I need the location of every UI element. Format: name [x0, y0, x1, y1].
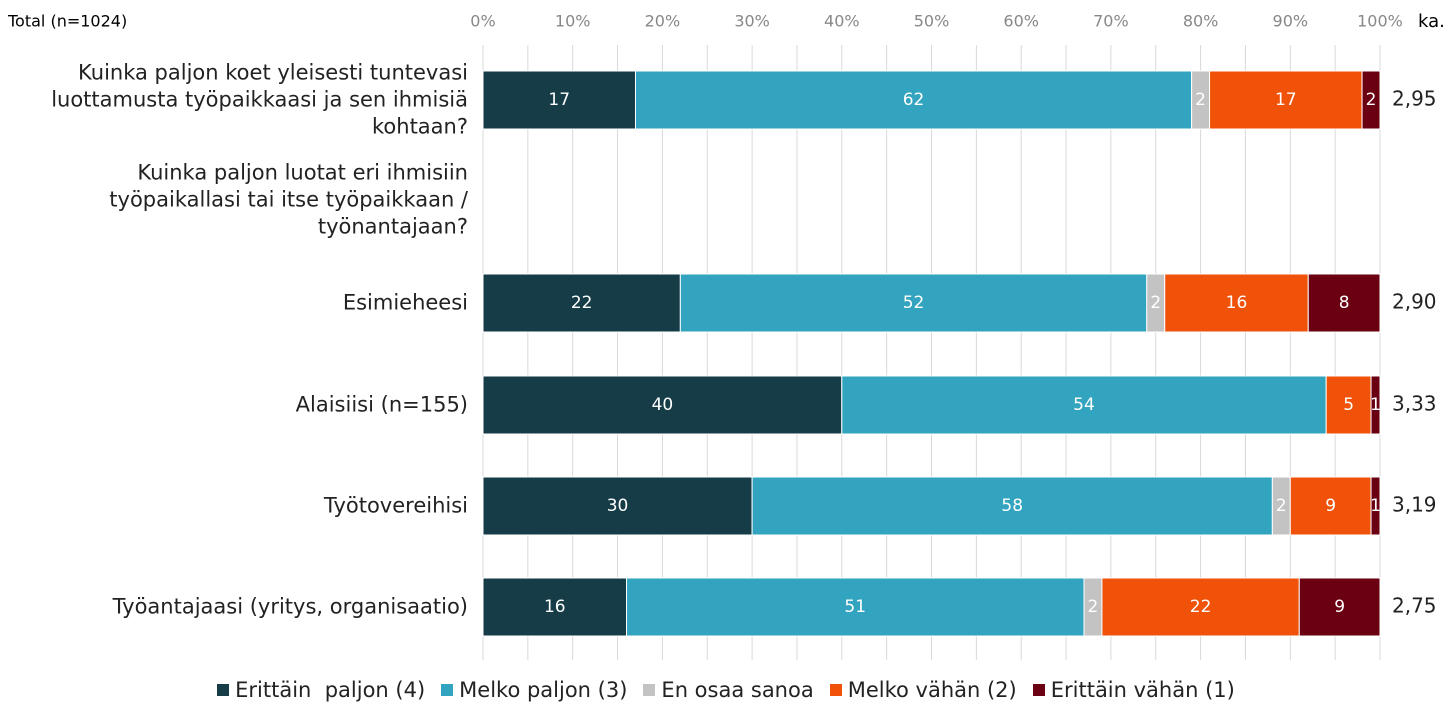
- data-label: 62: [903, 90, 925, 110]
- average-label: 3,19: [1392, 493, 1437, 517]
- bar-segment: [482, 70, 636, 130]
- data-label: 2: [1276, 496, 1287, 516]
- x-tick-label: 80%: [1183, 12, 1219, 31]
- data-label: 16: [544, 597, 566, 617]
- bar-segment: [1289, 476, 1372, 536]
- chart-title: Total (n=1024): [7, 12, 127, 31]
- x-tick-label: 40%: [824, 12, 860, 31]
- x-tick-label: 100%: [1357, 12, 1403, 31]
- data-label: 5: [1343, 395, 1354, 415]
- legend-label: Melko paljon (3): [459, 678, 628, 702]
- data-label: 58: [1001, 496, 1023, 516]
- legend-item: Melko paljon (3): [441, 678, 627, 702]
- bar-segment: [1370, 375, 1381, 435]
- bar-segment: [1101, 577, 1300, 637]
- bar-segment: [482, 375, 843, 435]
- category-label: Työtovereihisi: [323, 493, 468, 518]
- average-label: 2,90: [1392, 290, 1437, 314]
- average-label: 2,95: [1392, 87, 1437, 111]
- legend-label: En osaa sanoa: [661, 678, 814, 702]
- data-label: 22: [571, 293, 593, 313]
- category-label: Kuinka paljon koet yleisesti tuntevasi l…: [51, 60, 468, 139]
- average-label: 3,33: [1392, 392, 1437, 416]
- data-label: 2: [1195, 90, 1206, 110]
- data-label: 17: [548, 90, 570, 110]
- legend-swatch: [829, 684, 842, 696]
- data-label: 1: [1370, 395, 1381, 415]
- data-label: 9: [1325, 496, 1336, 516]
- legend-swatch: [217, 684, 230, 696]
- bar-segment: [841, 375, 1327, 435]
- data-label: 17: [1275, 90, 1297, 110]
- bar-segment: [1325, 375, 1372, 435]
- bar-segment: [1370, 476, 1381, 536]
- data-label: 52: [903, 293, 925, 313]
- average-label: 2,75: [1392, 594, 1437, 618]
- x-tick-label: 10%: [555, 12, 591, 31]
- legend-item: Melko vähän (2): [829, 678, 1017, 702]
- data-label: 8: [1339, 293, 1350, 313]
- data-label: 40: [652, 395, 674, 415]
- bar-segment: [751, 476, 1273, 536]
- legend-item: Erittäin vähän (1): [1032, 678, 1235, 702]
- average-header: ka.: [1418, 11, 1445, 32]
- bar-segment: [626, 577, 1085, 637]
- bar-segment: [1307, 273, 1381, 333]
- data-label: 16: [1226, 293, 1248, 313]
- x-tick-label: 30%: [734, 12, 770, 31]
- x-tick-label: 0%: [470, 12, 495, 31]
- data-label: 22: [1190, 597, 1212, 617]
- bar-segment: [634, 70, 1193, 130]
- category-label: Alaisiisi (n=155): [295, 392, 468, 417]
- data-label: 2: [1366, 90, 1377, 110]
- legend-label: Erittäin vähän (1): [1050, 678, 1235, 702]
- legend-label: Melko vähän (2): [847, 678, 1017, 702]
- data-label: 2: [1088, 597, 1099, 617]
- x-tick-label: 90%: [1273, 12, 1309, 31]
- data-label: 1: [1370, 496, 1381, 516]
- category-label: Työantajaasi (yritys, organisaatio): [112, 594, 468, 619]
- data-label: 51: [844, 597, 866, 617]
- legend-swatch: [1032, 684, 1045, 696]
- bar-segment: [1164, 273, 1309, 333]
- bar-segment: [1361, 70, 1381, 130]
- x-tick-label: 70%: [1093, 12, 1129, 31]
- data-label: 30: [607, 496, 629, 516]
- data-label: 9: [1334, 597, 1345, 617]
- bar-segment: [1298, 577, 1381, 637]
- legend-item: Erittäin paljon (4): [217, 678, 425, 702]
- bar-segment: [679, 273, 1148, 333]
- data-label: 2: [1150, 293, 1161, 313]
- x-tick-label: 20%: [645, 12, 681, 31]
- category-label: Esimieheesi: [342, 290, 468, 315]
- data-label: 54: [1073, 395, 1095, 415]
- legend-swatch: [441, 684, 454, 696]
- legend-item: En osaa sanoa: [643, 678, 814, 702]
- legend-label: Erittäin paljon (4): [235, 678, 426, 702]
- legend-swatch: [643, 684, 656, 696]
- category-label: Kuinka paljon luotat eri ihmisiin työpai…: [109, 160, 468, 239]
- x-tick-label: 50%: [914, 12, 950, 31]
- bar-segment: [482, 476, 753, 536]
- legend: Erittäin paljon (4) Melko paljon (3) En os…: [0, 678, 1452, 702]
- bar-segment: [1209, 70, 1363, 130]
- bar-segment: [482, 273, 681, 333]
- x-tick-label: 60%: [1003, 12, 1039, 31]
